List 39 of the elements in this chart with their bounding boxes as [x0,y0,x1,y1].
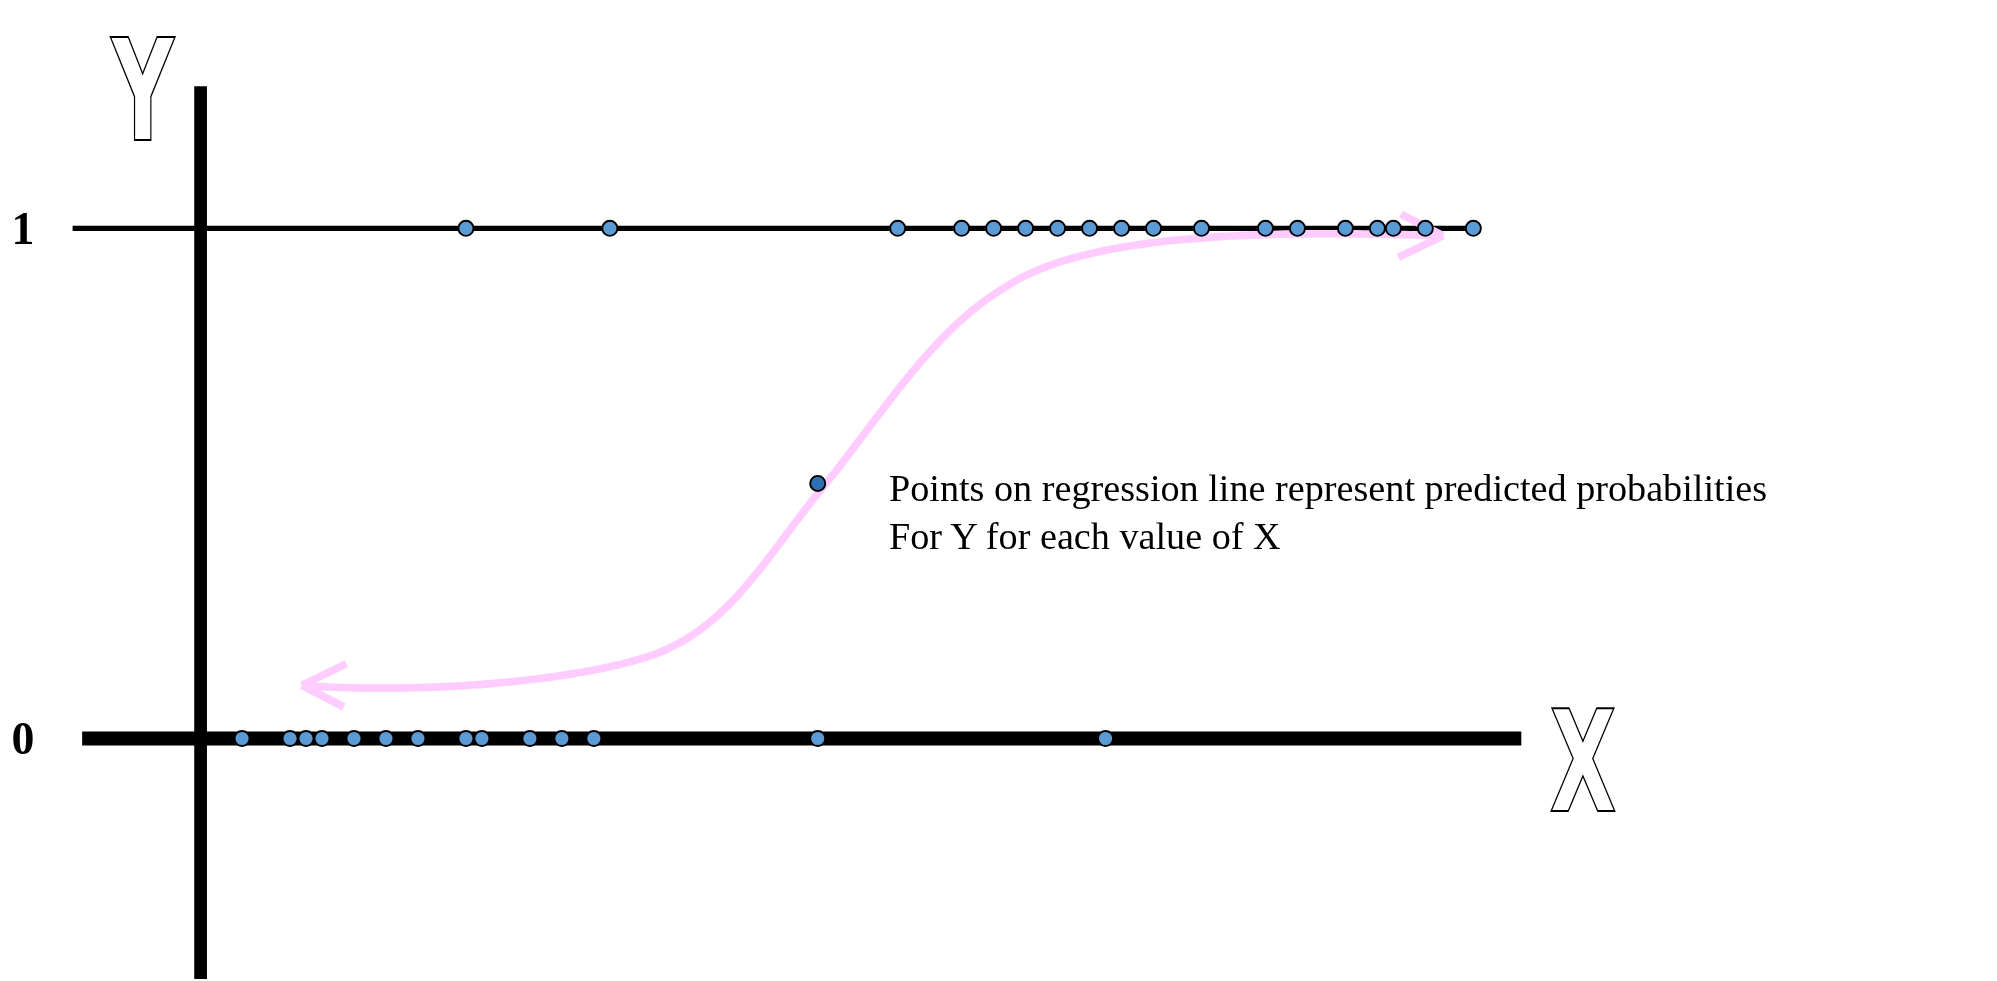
y-axis-title: Y [109,10,176,173]
y-tick-label: 0 [11,712,35,764]
point [985,219,1003,237]
point [409,730,427,747]
point [1384,219,1402,237]
x-axis-title: X [1549,681,1617,844]
point [809,474,827,492]
point [1145,219,1163,237]
point [1113,219,1131,237]
point [1464,219,1482,237]
point [1049,219,1067,237]
point [1368,219,1386,237]
point [457,219,475,237]
point [457,730,475,747]
point [233,730,251,747]
point [1193,219,1210,237]
point [313,730,331,747]
y-tick-label: 1 [11,202,35,254]
point [889,219,907,237]
point [1336,219,1354,237]
point [1288,219,1306,237]
point [809,730,827,747]
point [377,730,395,747]
point [953,219,971,237]
annotation: Points on regression line represent predicted probabilities [888,466,1768,509]
point [1097,730,1115,747]
point [601,219,619,237]
point [297,730,315,747]
annotation: For Y for each value of X [888,515,1281,558]
point [1256,219,1274,237]
point [1081,219,1099,237]
point [345,730,363,747]
point [521,730,539,747]
point [281,730,299,747]
point [585,730,603,747]
point [553,730,571,747]
point [1416,219,1434,237]
point [1017,219,1035,237]
point [473,730,491,747]
